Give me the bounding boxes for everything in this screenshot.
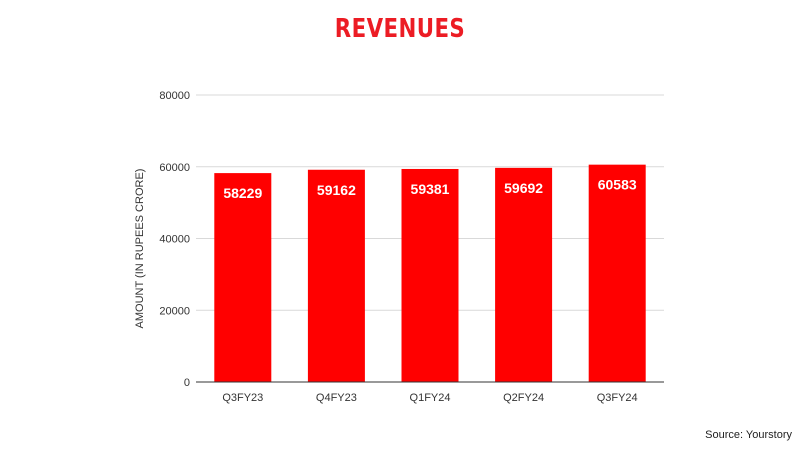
y-axis-title: AMOUNT (IN RUPEES CRORE) [134,169,146,329]
data-label: 59692 [504,180,543,196]
y-tick-label: 20000 [159,305,190,317]
source-note: Source: Yourstory [705,429,792,441]
bar [588,164,646,382]
data-label: 60583 [598,177,637,193]
y-tick-label: 80000 [159,90,190,102]
data-label: 59162 [317,182,356,198]
x-tick-label: Q2FY24 [503,392,544,404]
x-tick-label: Q1FY24 [410,392,451,404]
bar [307,169,365,382]
bar [401,168,459,382]
bar [214,173,272,382]
y-tick-label: 0 [184,377,190,389]
bar [495,167,553,382]
x-tick-label: Q3FY23 [222,392,263,404]
x-tick-label: Q4FY23 [316,392,357,404]
data-label: 58229 [223,185,262,201]
chart-title: REVENUES [334,14,466,44]
y-tick-label: 60000 [159,162,190,174]
data-label: 59381 [411,181,450,197]
y-tick-label: 40000 [159,234,190,246]
x-tick-label: Q3FY24 [597,392,638,404]
